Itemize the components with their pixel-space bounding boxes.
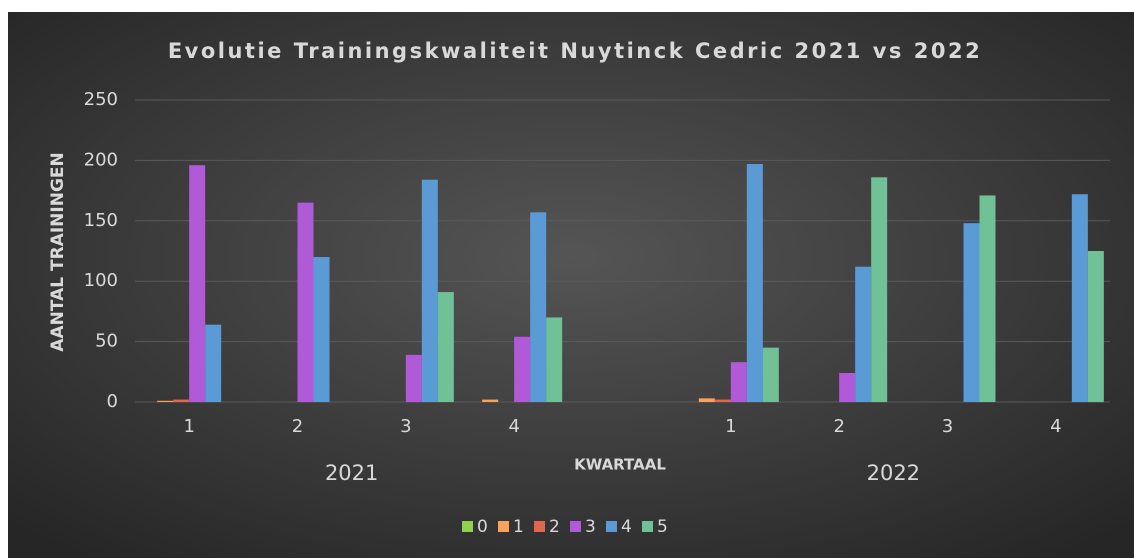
y-tick-label: 150 (84, 210, 118, 231)
bar (1071, 194, 1088, 402)
legend-swatch (462, 521, 473, 532)
bar (762, 347, 779, 402)
bar (963, 223, 980, 402)
x-tick-label: 3 (942, 416, 953, 437)
x-tick-label: 1 (183, 416, 194, 437)
x-tick-label: 1 (725, 416, 736, 437)
legend-label: 5 (657, 517, 668, 537)
bar (746, 164, 763, 402)
x-tick-label: 3 (400, 416, 411, 437)
legend-label: 1 (513, 517, 524, 537)
legend-label: 3 (585, 517, 596, 537)
bar (482, 399, 499, 402)
bar (839, 373, 856, 402)
bar (871, 177, 888, 402)
bar (1087, 251, 1104, 402)
bar (530, 212, 547, 402)
legend-swatch (534, 521, 545, 532)
chart-title: Evolutie Trainingskwaliteit Nuytinck Ced… (168, 39, 982, 63)
legend-label: 4 (621, 517, 632, 537)
y-tick-label: 0 (107, 391, 118, 412)
legend-swatch (606, 521, 617, 532)
x-tick-label: 2 (292, 416, 303, 437)
bar (698, 398, 715, 402)
legend-swatch (570, 521, 581, 532)
y-tick-label: 50 (95, 331, 118, 352)
group-label: 2021 (325, 461, 378, 485)
bar (979, 195, 996, 402)
bar (297, 202, 314, 402)
legend-swatch (498, 521, 509, 532)
bar (421, 179, 438, 402)
bar (855, 266, 872, 402)
legend-label: 0 (477, 517, 488, 537)
y-tick-label: 200 (84, 149, 118, 170)
bar (405, 354, 422, 402)
x-tick-label: 2 (833, 416, 844, 437)
bar (546, 317, 563, 402)
legend-label: 2 (549, 517, 560, 537)
bar (205, 324, 222, 402)
bar (714, 399, 731, 402)
bar (514, 336, 531, 402)
y-axis-title: AANTAL TRAININGEN (48, 152, 68, 351)
y-tick-label: 250 (84, 89, 118, 110)
bar (189, 165, 206, 402)
bar (437, 292, 454, 402)
x-tick-label: 4 (508, 416, 519, 437)
x-tick-label: 4 (1050, 416, 1061, 437)
legend-swatch (642, 521, 653, 532)
bar (157, 400, 174, 402)
bar (313, 257, 330, 402)
group-label: 2022 (867, 461, 920, 485)
y-tick-label: 100 (84, 270, 118, 291)
bar (173, 399, 190, 402)
bar (730, 362, 747, 402)
x-axis-title: KWARTAAL (574, 456, 666, 474)
